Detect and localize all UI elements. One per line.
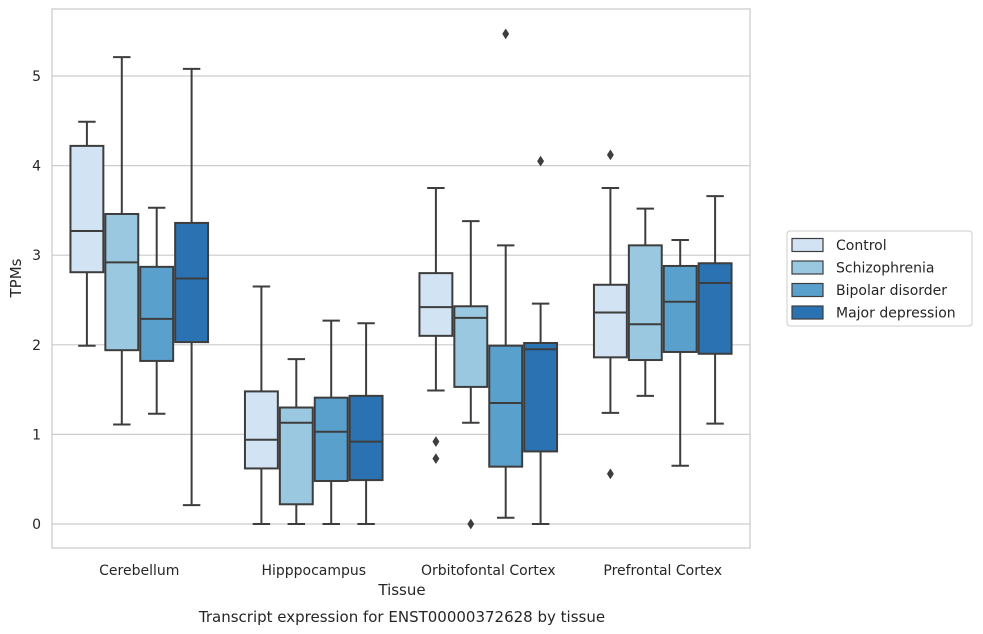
outlier-point: [467, 518, 475, 530]
box-iqr: [104, 212, 140, 352]
box-major-depression: [348, 322, 384, 525]
x-tick-label: Orbitofontal Cortex: [421, 563, 556, 579]
outlier-point: [502, 28, 510, 40]
y-tick-label: 4: [32, 159, 41, 175]
chart-caption: Transcript expression for ENST0000037262…: [198, 608, 605, 626]
box-schizophrenia: [627, 207, 663, 397]
box-iqr: [592, 283, 628, 359]
box-bipolar-disorder: [662, 238, 698, 467]
legend-swatch: [791, 260, 824, 275]
box-major-depression: [174, 67, 210, 507]
y-axis-label: TPMs: [7, 258, 25, 298]
box-iqr: [348, 394, 384, 482]
legend: Control Schizophrenia Bipolar disorder Majo…: [786, 230, 973, 327]
box-control: [69, 120, 105, 347]
box-iqr: [662, 264, 698, 353]
box-control: [243, 285, 279, 525]
legend-swatch: [791, 305, 824, 320]
boxes: [69, 28, 733, 530]
x-axis-label: Tissue: [377, 581, 425, 599]
box-iqr: [243, 390, 279, 470]
box-iqr: [488, 344, 524, 468]
box-schizophrenia: [278, 358, 314, 525]
legend-swatch: [791, 237, 824, 253]
box-control: [418, 187, 454, 465]
box-iqr: [453, 305, 489, 388]
y-tick-label: 2: [32, 338, 41, 354]
outlier-point: [537, 155, 545, 167]
plot-area-frame: [51, 8, 751, 549]
box-bipolar-disorder: [488, 28, 524, 519]
x-tick-label: Hipppocampus: [261, 563, 366, 579]
box-bipolar-disorder: [139, 206, 175, 415]
x-tick-label: Prefrontal Cortex: [603, 563, 722, 579]
legend-label: Major depression: [836, 306, 956, 322]
y-tick-label: 3: [32, 248, 41, 264]
legend-swatch: [791, 282, 824, 298]
box-iqr: [69, 144, 105, 274]
legend-label: Control: [836, 238, 887, 254]
legend-frame: [786, 230, 973, 327]
y-tick-labels: 0 1 2 3 4 5: [32, 69, 41, 533]
outlier-point: [606, 149, 614, 161]
box-iqr: [627, 244, 663, 362]
box-iqr: [313, 396, 349, 482]
legend-label: Schizophrenia: [836, 261, 934, 277]
box-iqr: [697, 262, 733, 355]
box-iqr: [523, 342, 559, 453]
box-major-depression: [697, 195, 733, 425]
x-tick-labels: Cerebellum Hipppocampus Orbitofontal Corte…: [99, 563, 722, 579]
outlier-point: [606, 468, 614, 480]
y-tick-label: 1: [32, 427, 41, 443]
box-control: [592, 149, 628, 480]
box-schizophrenia: [104, 56, 140, 426]
y-tick-label: 5: [32, 69, 41, 85]
outlier-point: [432, 453, 440, 465]
box-iqr: [418, 272, 454, 337]
box-iqr: [139, 265, 175, 362]
outlier-point: [432, 436, 440, 448]
legend-label: Bipolar disorder: [836, 283, 947, 299]
box-iqr: [174, 221, 210, 344]
box-schizophrenia: [453, 220, 489, 530]
box-major-depression: [523, 155, 559, 525]
x-tick-label: Cerebellum: [99, 563, 179, 579]
y-tick-label: 0: [32, 517, 41, 533]
box-bipolar-disorder: [313, 319, 349, 525]
